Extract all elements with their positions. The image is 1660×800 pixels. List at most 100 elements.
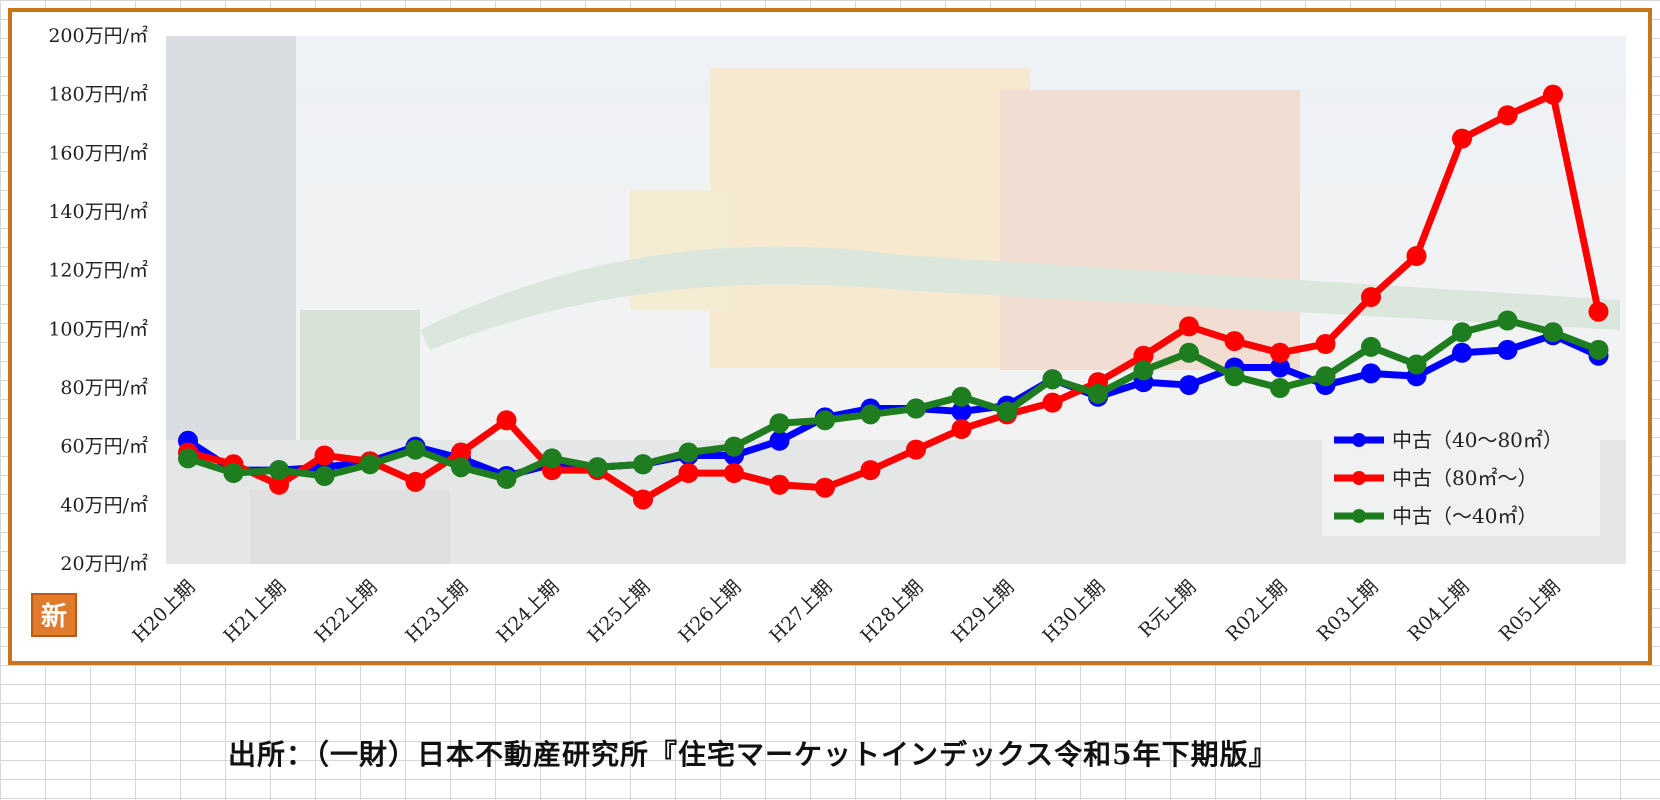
y-tick-label: 200万円/㎡ — [48, 24, 148, 47]
data-point — [1088, 383, 1108, 404]
legend-marker — [1352, 471, 1366, 485]
data-point — [1361, 287, 1381, 308]
x-tick-label: H25上期 — [583, 576, 654, 647]
plot-area — [178, 84, 1609, 510]
x-tick-label: H30上期 — [1038, 576, 1109, 647]
data-point — [860, 460, 881, 481]
data-point — [587, 457, 608, 478]
data-point — [951, 401, 972, 422]
legend: 中古（40～80㎡） 中古（80㎡～） 中古（～40㎡） — [1322, 420, 1600, 536]
x-tick-label: R02上期 — [1222, 576, 1292, 646]
x-tick-label: R03上期 — [1313, 576, 1383, 646]
y-tick-label: 40万円/㎡ — [60, 493, 148, 516]
x-tick-label: H23上期 — [401, 576, 472, 647]
y-tick-label: 160万円/㎡ — [48, 141, 148, 164]
data-point — [724, 463, 744, 484]
legend-label: 中古（80㎡～） — [1392, 466, 1537, 490]
data-point — [178, 448, 198, 469]
data-point — [1497, 105, 1518, 126]
data-point — [314, 466, 335, 486]
data-point — [1042, 392, 1063, 413]
source-note: 出所：（一財）日本不動産研究所『住宅マーケットインデックス令和5年下期版』 — [228, 738, 1278, 771]
data-point — [1270, 357, 1290, 378]
data-point — [1588, 301, 1609, 322]
data-point — [1315, 334, 1336, 354]
data-point — [769, 430, 790, 451]
data-point — [1133, 345, 1154, 366]
data-point — [405, 471, 426, 492]
new-badge-label: 新 — [41, 601, 67, 632]
y-tick-label: 140万円/㎡ — [48, 200, 148, 223]
x-tick-label: H21上期 — [219, 576, 290, 647]
data-point — [678, 442, 699, 463]
x-tick-label: R元上期 — [1135, 576, 1201, 642]
data-point — [815, 410, 835, 431]
legend-marker — [1352, 433, 1366, 447]
data-point — [906, 439, 926, 460]
x-tick-label: R05上期 — [1495, 576, 1565, 646]
series-3 — [178, 310, 1609, 489]
data-point — [1361, 336, 1381, 357]
data-point — [1543, 84, 1563, 105]
data-point — [769, 413, 790, 434]
data-point — [269, 460, 289, 481]
y-axis: 20万円/㎡ 40万円/㎡ 60万円/㎡ 80万円/㎡ 100万円/㎡ 120万円/㎡ 14… — [48, 24, 148, 575]
data-point — [1179, 342, 1199, 363]
y-tick-label: 120万円/㎡ — [48, 259, 148, 282]
data-point — [496, 410, 517, 431]
data-point — [1543, 322, 1563, 343]
data-point — [633, 489, 653, 510]
x-tick-label: H20上期 — [128, 576, 199, 647]
data-point — [360, 454, 380, 475]
data-point — [1224, 331, 1245, 352]
data-point — [451, 457, 471, 478]
data-point — [906, 398, 926, 419]
x-tick-label: H29上期 — [947, 576, 1018, 647]
y-tick-label: 180万円/㎡ — [48, 83, 148, 106]
data-point — [1042, 369, 1063, 390]
data-point — [860, 404, 881, 425]
data-point — [633, 454, 653, 475]
data-point — [1179, 316, 1199, 337]
data-point — [451, 442, 471, 463]
data-point — [1452, 322, 1472, 343]
data-point — [1270, 342, 1290, 363]
data-point — [1452, 342, 1472, 363]
data-point — [1361, 363, 1381, 384]
new-badge: 新 — [31, 593, 77, 637]
data-point — [1406, 246, 1427, 266]
x-tick-label: H24上期 — [492, 576, 563, 647]
x-tick-label: H26上期 — [674, 576, 745, 647]
legend-marker — [1352, 509, 1366, 523]
data-point — [223, 463, 244, 484]
legend-label: 中古（40～80㎡） — [1392, 428, 1563, 452]
x-tick-label: H22上期 — [310, 576, 381, 647]
y-tick-label: 80万円/㎡ — [60, 376, 148, 399]
data-point — [314, 445, 335, 466]
x-tick-label: H28上期 — [856, 576, 927, 647]
data-point — [1497, 310, 1518, 331]
data-point — [1452, 128, 1472, 149]
data-point — [269, 474, 289, 495]
data-point — [1270, 378, 1290, 398]
data-point — [678, 463, 699, 484]
data-point — [1315, 366, 1336, 387]
data-point — [815, 477, 835, 498]
legend-label: 中古（～40㎡） — [1392, 504, 1537, 528]
data-point — [496, 468, 517, 489]
x-tick-label: R04上期 — [1404, 576, 1474, 646]
data-point — [997, 401, 1017, 422]
data-point — [405, 439, 426, 460]
data-point — [769, 474, 790, 495]
data-point — [951, 386, 972, 407]
data-point — [1179, 375, 1199, 396]
data-point — [1224, 366, 1245, 387]
x-tick-label: H27上期 — [765, 576, 836, 647]
data-point — [1497, 339, 1518, 360]
data-point — [1406, 354, 1427, 375]
series-2 — [178, 84, 1609, 510]
data-point — [724, 436, 744, 457]
y-tick-label: 20万円/㎡ — [60, 552, 148, 575]
data-point — [542, 448, 562, 469]
